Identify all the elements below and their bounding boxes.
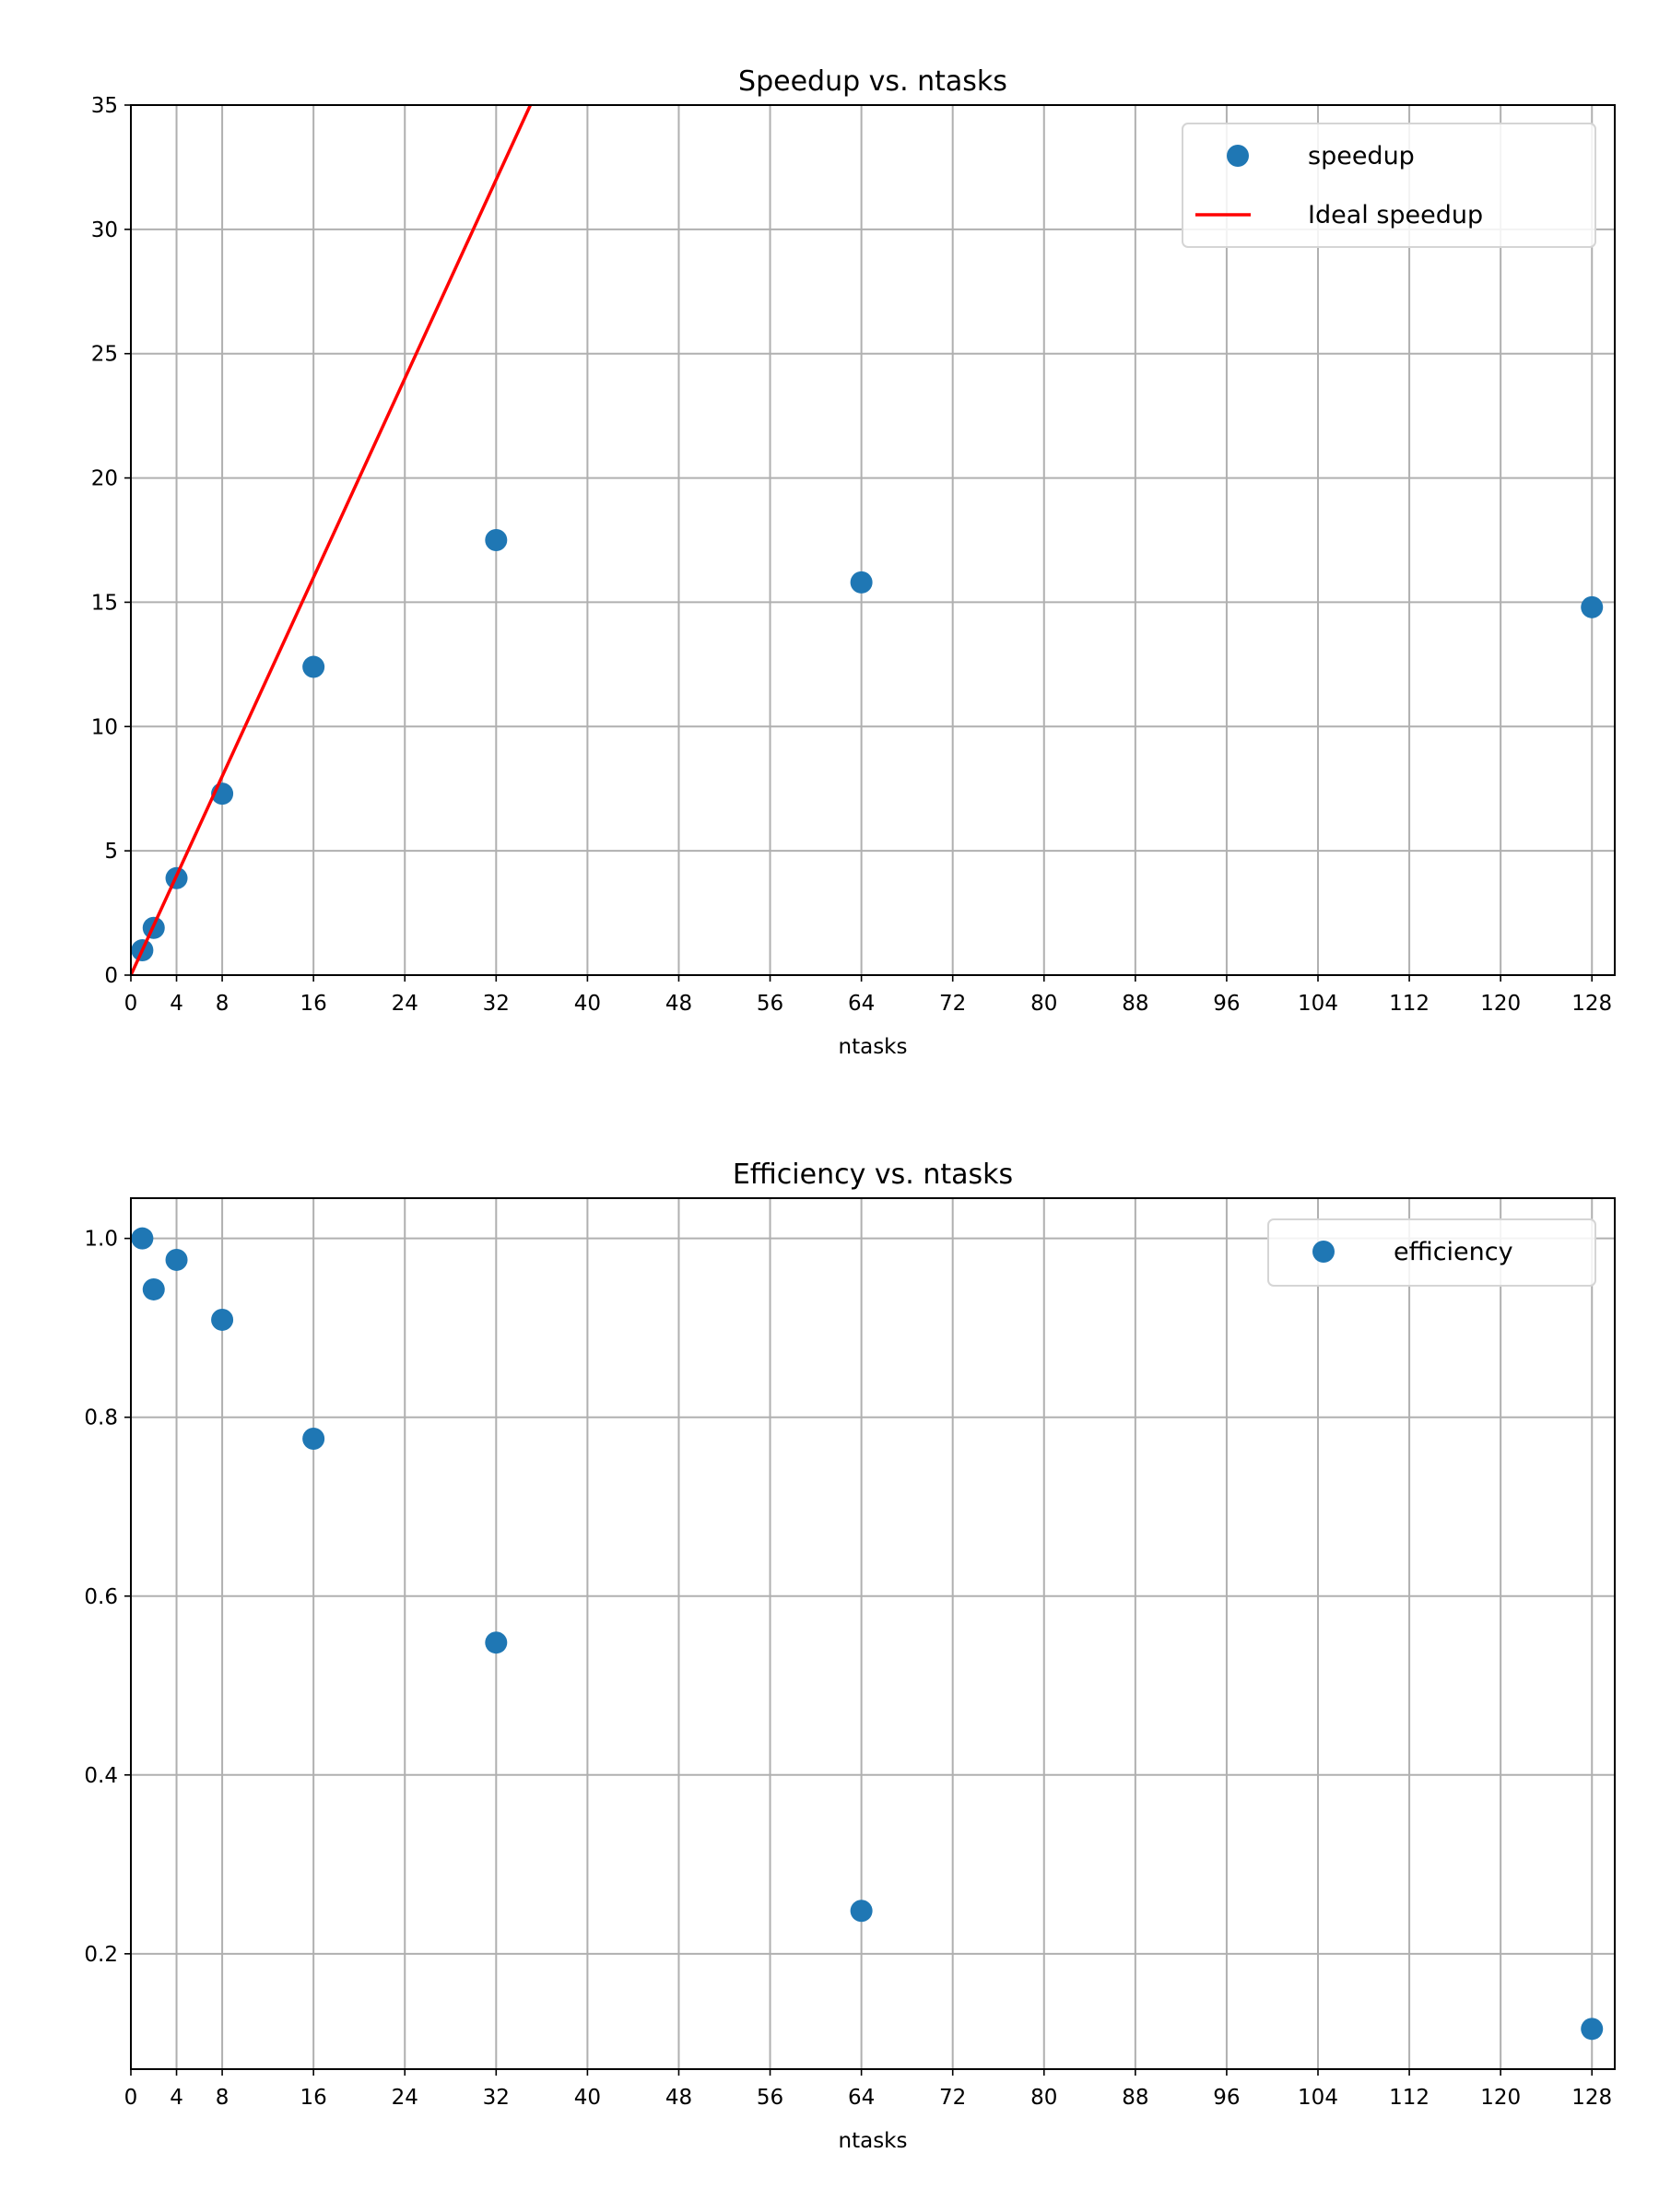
x-tick-label: 16 — [300, 992, 327, 1016]
legend: efficiency — [1267, 1218, 1596, 1287]
y-tick-label: 1.0 — [84, 1228, 118, 1252]
x-tick-label: 32 — [483, 992, 510, 1016]
x-tick-label: 0 — [124, 992, 138, 1016]
x-tick-label: 40 — [574, 2086, 601, 2110]
y-tick-label: 10 — [91, 715, 118, 739]
x-tick-label: 96 — [1213, 2086, 1240, 2110]
speedup-point — [850, 571, 873, 594]
ideal-speedup-line — [131, 105, 533, 975]
legend-dot-marker — [1312, 1241, 1335, 1263]
x-tick-label: 72 — [939, 2086, 966, 2110]
x-tick-label: 48 — [665, 992, 692, 1016]
x-tick-label: 8 — [216, 992, 229, 1016]
x-tick-label: 80 — [1030, 992, 1057, 1016]
chart-0: 0 4 8 16 24 32 40 48 56 64 72 80 88 96 104 112 120 128051… — [91, 65, 1616, 1059]
efficiency-point — [165, 1248, 188, 1271]
x-tick-label: 64 — [848, 992, 875, 1016]
efficiency-point — [142, 1277, 165, 1300]
y-tick-label: 0.8 — [84, 1406, 118, 1430]
y-tick-label: 0.2 — [84, 1943, 118, 1967]
x-tick-label: 32 — [483, 2086, 510, 2110]
y-tick-label: 20 — [91, 467, 118, 491]
x-tick-label: 72 — [939, 992, 966, 1016]
efficiency-point — [211, 1308, 234, 1331]
x-tick-label: 80 — [1030, 2086, 1057, 2110]
legend-box — [1182, 123, 1596, 248]
x-tick-label: 104 — [1298, 992, 1338, 1016]
x-tick-label: 4 — [170, 2086, 183, 2110]
x-tick-label: 120 — [1480, 2086, 1521, 2110]
legend-dot-marker — [1227, 145, 1249, 167]
legend: speedup Ideal speedup — [1182, 123, 1596, 248]
x-tick-label: 56 — [757, 2086, 783, 2110]
x-tick-label: 40 — [574, 992, 601, 1016]
efficiency-point — [302, 1427, 325, 1450]
legend-label: efficiency — [1394, 1238, 1513, 1266]
x-axis-label: ntasks — [839, 1035, 908, 1059]
chart-1: 0 4 8 16 24 32 40 48 56 64 72 80 88 96 104 112 120 1280.2… — [84, 1159, 1616, 2153]
speedup-point — [485, 529, 508, 551]
speedup-point — [302, 655, 325, 678]
axes-frame — [130, 104, 1616, 976]
chart-title: Speedup vs. ntasks — [738, 65, 1007, 98]
x-tick-label: 56 — [757, 992, 783, 1016]
axes-frame — [130, 1197, 1616, 2070]
legend-box — [1267, 1218, 1596, 1287]
x-tick-label: 24 — [392, 2086, 418, 2110]
x-tick-label: 4 — [170, 992, 183, 1016]
y-tick-label: 0 — [104, 964, 118, 988]
speedup-point — [1581, 595, 1604, 618]
x-tick-label: 0 — [124, 2086, 138, 2110]
efficiency-point — [485, 1631, 508, 1654]
x-tick-label: 64 — [848, 2086, 875, 2110]
efficiency-point — [850, 1900, 873, 1923]
x-axis-label: ntasks — [839, 2129, 908, 2153]
x-tick-label: 112 — [1389, 2086, 1430, 2110]
chart-title: Efficiency vs. ntasks — [733, 1159, 1013, 1191]
y-tick-label: 35 — [91, 94, 118, 118]
x-tick-label: 120 — [1480, 992, 1521, 1016]
y-tick-label: 0.4 — [84, 1764, 118, 1788]
x-tick-label: 24 — [392, 992, 418, 1016]
y-tick-label: 15 — [91, 591, 118, 615]
legend-label: Ideal speedup — [1308, 201, 1483, 229]
efficiency-point — [1581, 2018, 1604, 2041]
x-tick-label: 88 — [1122, 2086, 1148, 2110]
x-tick-label: 8 — [216, 2086, 229, 2110]
x-tick-label: 128 — [1571, 2086, 1612, 2110]
y-tick-label: 25 — [91, 343, 118, 367]
legend-label: speedup — [1308, 142, 1415, 171]
x-tick-label: 88 — [1122, 992, 1148, 1016]
x-tick-label: 96 — [1213, 992, 1240, 1016]
x-tick-label: 128 — [1571, 992, 1612, 1016]
y-tick-label: 5 — [104, 840, 118, 864]
y-tick-label: 30 — [91, 218, 118, 242]
x-tick-label: 48 — [665, 2086, 692, 2110]
efficiency-point — [131, 1227, 154, 1250]
x-tick-label: 112 — [1389, 992, 1430, 1016]
x-tick-label: 104 — [1298, 2086, 1338, 2110]
y-tick-label: 0.6 — [84, 1585, 118, 1609]
x-tick-label: 16 — [300, 2086, 327, 2110]
